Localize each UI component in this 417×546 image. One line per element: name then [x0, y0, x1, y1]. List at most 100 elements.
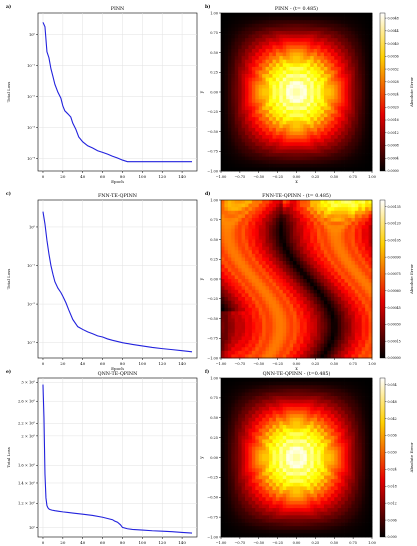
- heatmap-cell: [334, 20, 338, 24]
- heatmap-cell: [283, 265, 287, 269]
- heatmap-cell: [262, 530, 266, 534]
- heatmap-cell: [242, 272, 246, 276]
- heatmap-cell: [283, 382, 287, 386]
- heatmap-cell: [269, 483, 273, 487]
- heatmap-cell: [235, 13, 239, 17]
- heatmap-cell: [293, 322, 297, 326]
- heatmap-cell: [283, 207, 287, 211]
- heatmap-cell: [355, 311, 359, 315]
- heatmap-cell: [338, 157, 342, 161]
- heatmap-cell: [286, 225, 290, 229]
- heatmap-cell: [293, 290, 297, 294]
- heatmap-cell: [269, 340, 273, 344]
- heatmap-cell: [334, 70, 338, 74]
- heatmap-cell: [255, 308, 259, 312]
- heatmap-cell: [252, 526, 256, 530]
- heatmap-cell: [286, 117, 290, 121]
- heatmap-cell: [307, 153, 311, 157]
- heatmap-cell: [365, 60, 369, 64]
- heatmap-cell: [331, 42, 335, 46]
- heatmap-cell: [283, 81, 287, 85]
- heatmap-cell: [297, 211, 301, 215]
- heatmap-cell: [362, 340, 366, 344]
- heatmap-cell: [252, 283, 256, 287]
- heatmap-cell: [345, 257, 349, 261]
- heatmap-cell: [245, 85, 249, 89]
- heatmap-cell: [341, 243, 345, 247]
- heatmap-cell: [235, 297, 239, 301]
- heatmap-cell: [259, 454, 263, 458]
- heatmap-cell: [279, 501, 283, 505]
- heatmap-cell: [327, 117, 331, 121]
- heatmap-cell: [266, 429, 270, 433]
- heatmap-cell: [297, 99, 301, 103]
- heatmap-cell: [266, 508, 270, 512]
- heatmap-cell: [276, 27, 280, 31]
- heatmap-cell: [252, 461, 256, 465]
- heatmap-cell: [259, 403, 263, 407]
- heatmap-cell: [276, 67, 280, 71]
- heatmap-cell: [245, 465, 249, 469]
- heatmap-cell: [272, 78, 276, 82]
- heatmap-cell: [269, 88, 273, 92]
- heatmap-cell: [351, 344, 355, 348]
- heatmap-cell: [255, 243, 259, 247]
- heatmap-cell: [293, 229, 297, 233]
- heatmap-cell: [238, 465, 242, 469]
- heatmap-cell: [365, 236, 369, 240]
- heatmap-cell: [262, 279, 266, 283]
- heatmap-cell: [272, 243, 276, 247]
- heatmap-cell: [235, 347, 239, 351]
- heatmap-cell: [307, 347, 311, 351]
- heatmap-cell: [231, 322, 235, 326]
- heatmap-cell: [310, 149, 314, 153]
- heatmap-cell: [272, 257, 276, 261]
- heatmap-cell: [259, 96, 263, 100]
- heatmap-cell: [351, 229, 355, 233]
- heatmap-cell: [331, 229, 335, 233]
- heatmap-cell: [297, 56, 301, 60]
- heatmap-cell: [358, 67, 362, 71]
- heatmap-cell: [248, 70, 252, 74]
- heatmap-cell: [331, 88, 335, 92]
- heatmap-cell: [269, 232, 273, 236]
- heatmap-cell: [272, 272, 276, 276]
- heatmap-cell: [293, 225, 297, 229]
- heatmap-cell: [259, 114, 263, 118]
- heatmap-cell: [221, 135, 225, 139]
- heatmap-cell: [248, 42, 252, 46]
- heatmap-cell: [338, 106, 342, 110]
- heatmap-cell: [290, 17, 294, 21]
- heatmap-cell: [283, 322, 287, 326]
- heatmap-cell: [276, 283, 280, 287]
- heatmap-cell: [252, 81, 256, 85]
- heatmap-cell: [314, 92, 318, 96]
- heatmap-cell: [317, 121, 321, 125]
- heatmap-cell: [238, 326, 242, 330]
- y-axis-label: y: [199, 277, 204, 281]
- heatmap-cell: [224, 70, 228, 74]
- heatmap-cell: [235, 207, 239, 211]
- heatmap-cell: [297, 225, 301, 229]
- heatmap-cell: [279, 265, 283, 269]
- heatmap-cell: [310, 74, 314, 78]
- heatmap-cell: [228, 286, 232, 290]
- heatmap-cell: [231, 392, 235, 396]
- heatmap-cell: [286, 200, 290, 204]
- heatmap-cell: [228, 60, 232, 64]
- heatmap-cell: [235, 515, 239, 519]
- heatmap-cell: [221, 88, 225, 92]
- heatmap-cell: [255, 225, 259, 229]
- heatmap-cell: [297, 92, 301, 96]
- heatmap-cell: [221, 272, 225, 276]
- x-tick-label: 0: [42, 361, 45, 366]
- heatmap-cell: [262, 218, 266, 222]
- heatmap-cell: [314, 268, 318, 272]
- heatmap-cell: [310, 272, 314, 276]
- heatmap-cell: [303, 250, 307, 254]
- heatmap-cell: [324, 293, 328, 297]
- heatmap-cell: [279, 204, 283, 208]
- heatmap-cell: [242, 204, 246, 208]
- heatmap-cell: [279, 283, 283, 287]
- heatmap-cell: [362, 329, 366, 333]
